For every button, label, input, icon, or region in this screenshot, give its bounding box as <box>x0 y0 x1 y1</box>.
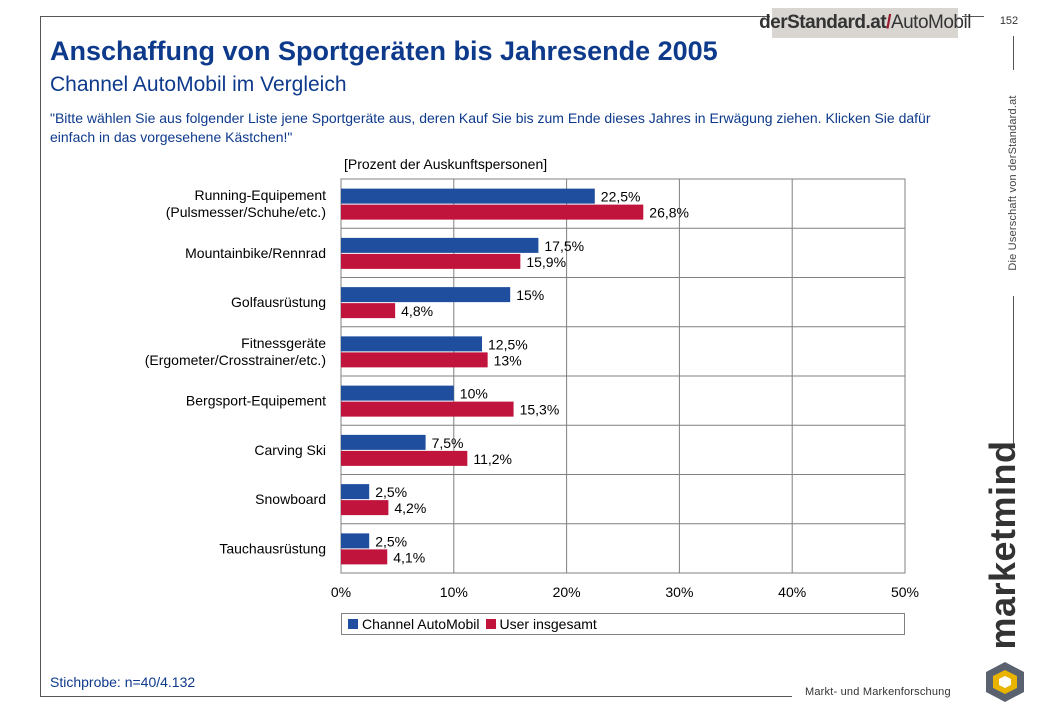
survey-question: "Bitte wählen Sie aus folgender Liste je… <box>50 110 931 145</box>
marketmind-cube-icon <box>986 662 1024 702</box>
page-number: 152 <box>999 15 1019 27</box>
sample-size-note: Stichprobe: n=40/4.132 <box>50 674 196 690</box>
frame-left-line <box>40 16 41 696</box>
page-title: Anschaffung von Sportgeräten bis Jahrese… <box>50 36 718 66</box>
bar-s1-1 <box>341 237 539 253</box>
data-label-s2-3: 13% <box>494 352 522 368</box>
data-label-s1-6: 2,5% <box>375 484 407 500</box>
logo-slash: / <box>886 12 891 33</box>
data-label-s1-3: 12,5% <box>488 336 528 352</box>
category-label-5-0: Carving Ski <box>254 442 326 458</box>
category-label-4-0: Bergsport-Equipement <box>186 393 326 409</box>
side-divider-middle <box>1013 296 1014 446</box>
category-label-7-0: Tauchausrüstung <box>219 540 326 556</box>
legend-item-series1: Channel AutoMobil <box>348 616 480 632</box>
chart-legend: Channel AutoMobil User insgesamt <box>341 613 905 635</box>
data-label-s2-1: 15,9% <box>526 254 566 270</box>
x-tick-label-0: 0% <box>331 584 351 600</box>
bar-s2-4 <box>341 401 514 417</box>
derstandard-logo: derStandard.at / AutoMobil <box>759 8 971 38</box>
side-divider-top <box>1013 36 1014 70</box>
frame-bottom-line <box>40 696 792 697</box>
x-tick-label-1: 10% <box>440 584 468 600</box>
data-label-s1-0: 22,5% <box>601 189 641 205</box>
bar-s1-3 <box>341 336 482 352</box>
chart-unit-label: [Prozent der Auskunftspersonen] <box>344 156 548 172</box>
bar-s1-4 <box>341 385 454 401</box>
legend-label-series1: Channel AutoMobil <box>362 616 480 632</box>
data-label-s2-7: 4,1% <box>393 549 425 565</box>
data-label-s2-2: 4,8% <box>401 303 433 319</box>
data-label-s2-0: 26,8% <box>649 205 689 221</box>
category-label-6-0: Snowboard <box>255 491 326 507</box>
bar-s2-1 <box>341 253 521 269</box>
data-label-s1-4: 10% <box>460 386 488 402</box>
x-tick-label-4: 40% <box>778 584 806 600</box>
data-label-s2-4: 15,3% <box>520 402 560 418</box>
bar-s2-2 <box>341 303 396 319</box>
data-label-s1-2: 15% <box>516 287 544 303</box>
frame-top-line <box>40 16 770 17</box>
category-label-0-1: (Pulsmesser/Schuhe/etc.) <box>166 204 326 220</box>
logo-bold-text: derStandard.at <box>759 12 887 33</box>
frame-top-right-line <box>962 16 984 17</box>
bar-s1-0 <box>341 188 595 204</box>
data-label-s2-6: 4,2% <box>394 500 426 516</box>
bar-s1-6 <box>341 484 370 500</box>
category-label-0-0: Running-Equipement <box>194 187 326 203</box>
legend-swatch-series1 <box>348 619 358 629</box>
data-label-s1-1: 17,5% <box>544 238 584 254</box>
legend-swatch-series2 <box>485 619 496 629</box>
data-label-s1-5: 7,5% <box>432 435 464 451</box>
data-label-s1-7: 2,5% <box>375 533 407 549</box>
bar-s2-7 <box>341 549 388 565</box>
data-label-s2-5: 11,2% <box>473 451 512 467</box>
brand-tagline: Markt- und Markenforschung <box>805 686 951 698</box>
category-label-1-0: Mountainbike/Rennrad <box>185 245 326 261</box>
bar-s2-5 <box>341 450 468 466</box>
bar-s2-3 <box>341 352 488 368</box>
bar-s2-0 <box>341 204 644 220</box>
legend-label-series2: User insgesamt <box>499 616 597 632</box>
bar-s1-2 <box>341 287 511 303</box>
category-label-2-0: Golfausrüstung <box>231 294 326 310</box>
legend-item-series2: User insgesamt <box>485 616 597 632</box>
bar-s2-6 <box>341 500 389 516</box>
x-tick-label-5: 50% <box>891 584 919 600</box>
category-label-3-0: Fitnessgeräte <box>241 335 326 351</box>
bar-s1-5 <box>341 434 426 450</box>
page-subtitle: Channel AutoMobil im Vergleich <box>50 73 347 96</box>
category-label-3-1: (Ergometer/Crosstrainer/etc.) <box>145 352 326 368</box>
logo-rest-text: AutoMobil <box>890 12 972 33</box>
x-tick-label-2: 20% <box>553 584 581 600</box>
bar-s1-7 <box>341 533 370 549</box>
x-tick-label-3: 30% <box>665 584 693 600</box>
